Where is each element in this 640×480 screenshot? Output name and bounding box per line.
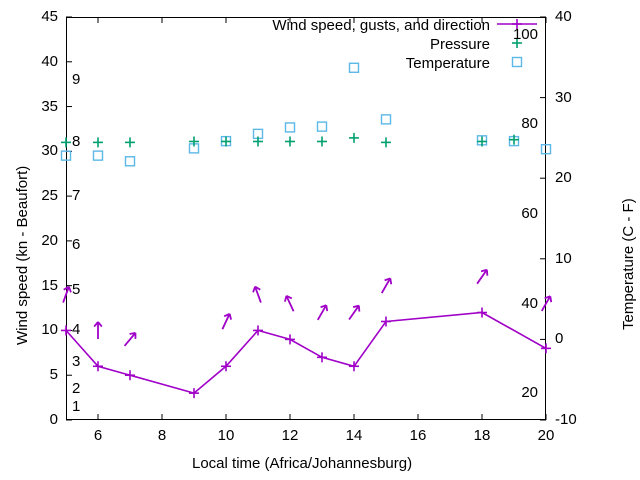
y2-axis-title: Temperature (C - F) (620, 198, 637, 330)
y-tick-label: 15 (41, 276, 58, 294)
fahrenheit-label: 40 (521, 294, 538, 312)
y2-tick-label: 20 (555, 169, 572, 187)
fahrenheit-label: 100 (512, 25, 538, 43)
x-tick-label: 16 (409, 427, 427, 444)
beaufort-label: 8 (72, 133, 81, 151)
x-tick-label: 6 (93, 427, 103, 444)
x-tick-label: 20 (537, 427, 555, 444)
axis-ticks (66, 16, 547, 421)
x-tick-label: 12 (281, 427, 299, 444)
beaufort-label: 1 (72, 397, 81, 415)
y2-tick-label: 10 (555, 249, 572, 267)
legend-markers (497, 19, 537, 68)
beaufort-label: 4 (72, 321, 81, 339)
beaufort-label: 5 (72, 281, 81, 299)
beaufort-label: 7 (72, 187, 81, 205)
x-tick-label: 18 (473, 427, 491, 444)
y2-tick-label: 40 (555, 8, 572, 25)
y-tick-label: 20 (41, 231, 58, 249)
y-tick-label: 35 (41, 97, 58, 115)
beaufort-label: 3 (72, 352, 81, 370)
beaufort-label: 6 (72, 236, 81, 254)
beaufort-label: 2 (72, 379, 81, 397)
x-tick-label: 14 (345, 427, 363, 444)
fahrenheit-label: 60 (521, 204, 538, 222)
y2-tick-label: 0 (555, 330, 564, 348)
y-tick-label: 30 (41, 142, 58, 160)
y2-tick-label: 30 (555, 88, 572, 106)
legend-label-temperature: Temperature (405, 55, 490, 72)
y-tick-label: 45 (41, 8, 58, 25)
fahrenheit-label: 20 (521, 384, 538, 402)
y2-tick-label: -10 (555, 411, 577, 428)
y-tick-label: 5 (49, 366, 58, 384)
legend-label-pressure: Pressure (429, 36, 490, 53)
plot-frame (66, 17, 546, 420)
fahrenheit-label: 80 (521, 115, 538, 133)
y-tick-label: 40 (41, 52, 58, 70)
x-tick-label: 10 (217, 427, 235, 444)
beaufort-label: 9 (72, 70, 81, 88)
y-tick-label: 0 (49, 411, 58, 428)
y-tick-label: 10 (41, 321, 58, 339)
data-series (60, 62, 553, 399)
y-tick-label: 25 (41, 187, 58, 205)
x-axis-title: Local time (Africa/Johannesburg) (192, 455, 413, 472)
x-tick-label: 8 (157, 427, 167, 444)
legend-label-wind: Wind speed, gusts, and direction (272, 17, 490, 34)
y-axis-title: Wind speed (kn - Beaufort) (14, 165, 31, 345)
